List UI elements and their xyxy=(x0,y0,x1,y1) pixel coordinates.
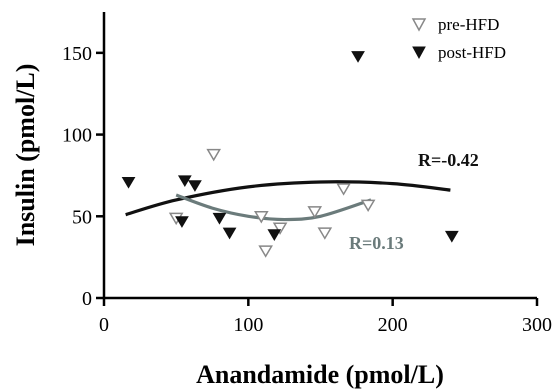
x-axis-title: Anandamide (pmol/L) xyxy=(196,360,444,389)
point-pre-hfd xyxy=(336,183,351,196)
point-pre-hfd xyxy=(307,206,323,219)
fit-line-post-hfd xyxy=(125,180,451,217)
x-tick-label: 0 xyxy=(99,314,109,336)
y-axis-title: Insulin (pmol/L) xyxy=(11,64,40,247)
y-tick-label: 50 xyxy=(72,206,92,228)
point-pre-hfd xyxy=(254,211,269,224)
y-tick-label: 100 xyxy=(62,125,92,147)
legend-marker-pre-hfd xyxy=(411,18,427,32)
point-pre-hfd xyxy=(272,222,288,235)
x-tick-label: 100 xyxy=(233,314,263,336)
y-tick-label: 150 xyxy=(62,43,92,65)
y-tick-label: 0 xyxy=(82,288,92,310)
point-pre-hfd xyxy=(317,227,333,240)
point-post-hfd xyxy=(444,230,459,243)
point-post-hfd xyxy=(351,51,365,63)
point-post-hfd xyxy=(222,227,237,240)
fit-line-pre-hfd xyxy=(175,193,372,222)
fit-lines xyxy=(125,180,451,222)
data-points xyxy=(121,51,459,258)
legend-label-post-hfd: post-HFD xyxy=(438,43,506,62)
point-post-hfd xyxy=(177,175,192,188)
point-post-hfd xyxy=(212,212,227,225)
point-pre-hfd xyxy=(258,245,273,258)
fit-label-pre-hfd: R=0.13 xyxy=(349,233,404,253)
legend-label-pre-hfd: pre-HFD xyxy=(438,15,499,34)
legend: pre-HFD post-HFD xyxy=(411,15,506,62)
point-post-hfd xyxy=(188,180,202,192)
x-axis: 0 100 200 300 xyxy=(99,296,552,336)
point-post-hfd xyxy=(175,216,189,228)
y-axis: 0 50 100 150 xyxy=(62,12,106,310)
point-pre-hfd xyxy=(360,199,376,213)
point-post-hfd xyxy=(267,229,282,241)
x-tick-label: 200 xyxy=(378,314,408,336)
legend-marker-post-hfd xyxy=(412,46,426,60)
point-pre-hfd xyxy=(206,148,222,162)
x-tick-label: 300 xyxy=(522,314,552,336)
point-post-hfd xyxy=(121,176,136,189)
fit-label-post-hfd: R=-0.42 xyxy=(418,150,479,170)
